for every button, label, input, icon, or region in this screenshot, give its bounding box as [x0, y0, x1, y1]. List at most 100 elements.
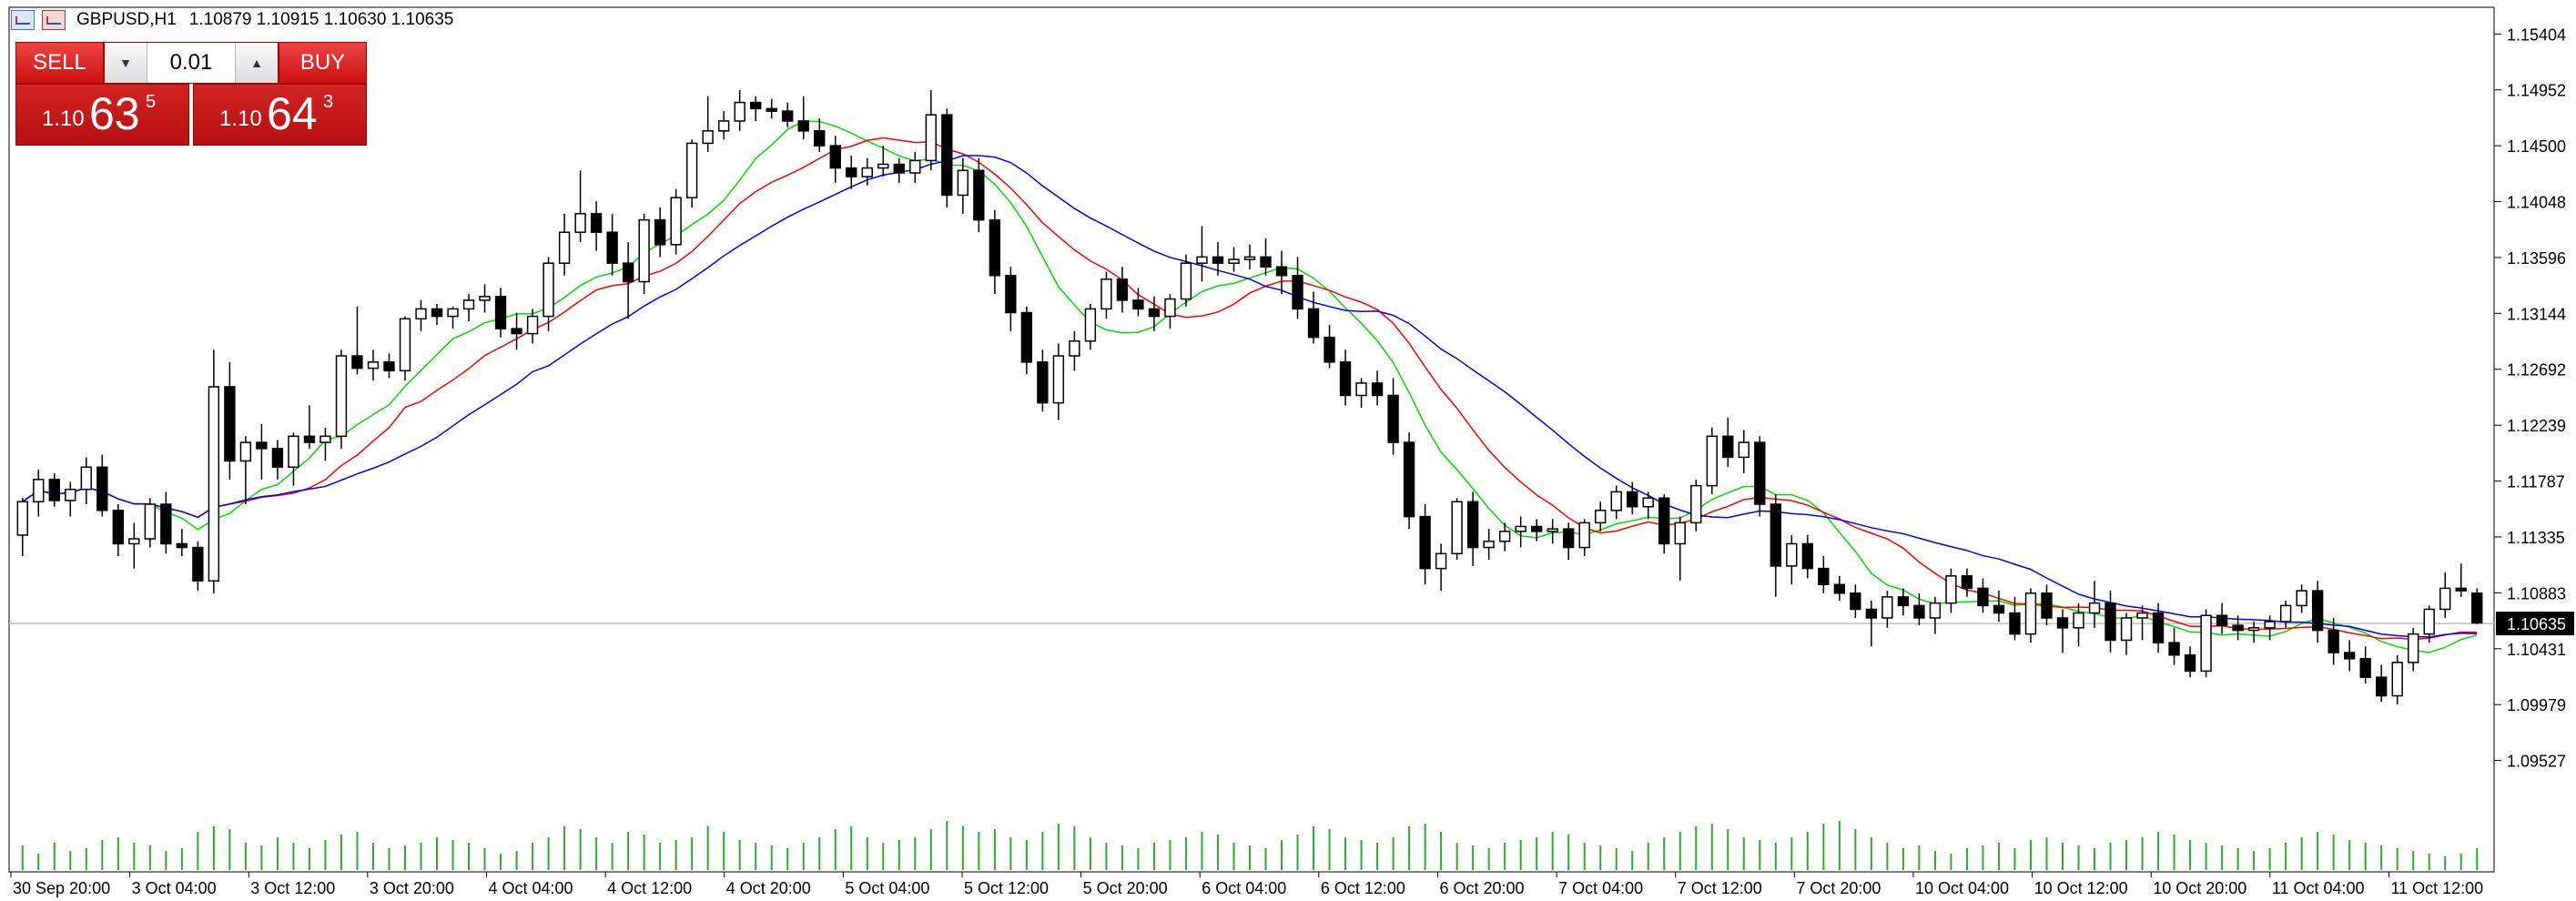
candle — [1754, 441, 1766, 505]
current-price-label: 1.10635 — [2507, 615, 2566, 633]
candle — [415, 308, 427, 320]
candle — [2024, 592, 2037, 635]
candle — [112, 510, 124, 545]
x-tick-label: 3 Oct 20:00 — [370, 879, 454, 897]
sell-price[interactable]: 1.10 63 5 — [15, 84, 189, 146]
candle — [1610, 491, 1622, 511]
candle — [1275, 266, 1288, 277]
lot-decrease-button[interactable]: ▼ — [105, 43, 147, 83]
y-tick-label: 1.11787 — [2507, 473, 2565, 491]
x-tick-label: 5 Oct 12:00 — [964, 879, 1049, 897]
candle — [16, 501, 28, 536]
moving-average-line — [22, 155, 2478, 638]
candle — [1180, 262, 1192, 300]
buy-price-prefix: 1.10 — [219, 106, 262, 131]
candle — [685, 142, 698, 198]
candle — [2264, 621, 2276, 629]
candle — [1148, 308, 1161, 318]
candle — [1132, 299, 1144, 310]
candle — [1515, 525, 1526, 532]
x-tick-label: 5 Oct 20:00 — [1083, 879, 1168, 897]
candle — [208, 386, 220, 582]
symbol-properties-icon[interactable] — [42, 10, 66, 30]
sell-price-fraction: 5 — [146, 92, 157, 112]
candle — [1451, 501, 1463, 555]
candle — [702, 130, 714, 145]
x-tick-label: 3 Oct 12:00 — [250, 879, 335, 897]
candle — [1323, 336, 1335, 363]
candle — [1690, 484, 1702, 524]
candle — [2041, 592, 2053, 619]
candle — [1961, 575, 1973, 590]
candle — [160, 503, 172, 545]
candle — [2279, 604, 2292, 623]
candle — [2376, 676, 2388, 697]
candle — [1069, 339, 1080, 357]
candle — [1084, 308, 1097, 342]
candle — [1801, 542, 1814, 570]
lot-increase-button[interactable]: ▲ — [235, 43, 278, 83]
candle — [2343, 652, 2356, 660]
candle — [2247, 627, 2260, 632]
y-tick-label: 1.13144 — [2507, 305, 2566, 323]
candle — [1595, 510, 1607, 524]
y-tick-label: 1.12692 — [2507, 361, 2566, 380]
candle — [1833, 583, 1846, 594]
candle — [1037, 361, 1049, 404]
buy-price[interactable]: 1.10 64 3 — [193, 84, 367, 146]
x-tick-label: 6 Oct 20:00 — [1439, 879, 1524, 897]
x-tick-label: 5 Oct 04:00 — [845, 879, 929, 897]
candle — [494, 296, 507, 329]
sell-button[interactable]: SELL — [15, 42, 104, 84]
candle — [2471, 592, 2483, 624]
candle — [1642, 497, 1654, 508]
candle — [1228, 258, 1240, 264]
candle — [1307, 308, 1320, 339]
x-tick-label: 6 Oct 04:00 — [1202, 879, 1286, 897]
candle — [957, 169, 969, 197]
candle — [48, 479, 60, 501]
candle — [335, 355, 348, 438]
candle — [718, 120, 730, 132]
y-tick-label: 1.14500 — [2507, 137, 2566, 156]
candle — [2439, 587, 2451, 611]
candle — [750, 101, 762, 110]
lot-size-control: ▼ 0.01 ▲ — [104, 42, 279, 84]
candle — [1339, 361, 1352, 397]
candle — [1020, 311, 1033, 363]
candle — [2152, 612, 2165, 643]
candle — [383, 361, 395, 372]
candle — [2216, 614, 2228, 626]
candle — [925, 114, 937, 162]
candle — [670, 197, 682, 246]
candle — [989, 218, 1001, 277]
candle — [590, 213, 603, 233]
candle — [1212, 256, 1224, 264]
candle — [80, 466, 92, 491]
candle — [192, 546, 204, 582]
candle — [33, 479, 45, 503]
candle — [2088, 602, 2101, 614]
candle — [144, 503, 157, 540]
lot-size-input[interactable]: 0.01 — [169, 50, 213, 75]
candle — [1530, 525, 1543, 532]
y-tick-label: 1.15404 — [2507, 25, 2566, 44]
candle — [1977, 587, 1989, 607]
candle — [526, 315, 539, 335]
candle — [2009, 612, 2021, 635]
candle — [239, 441, 252, 462]
candle — [2168, 642, 2180, 656]
x-tick-label: 4 Oct 04:00 — [488, 879, 573, 897]
candle — [271, 448, 284, 469]
candle — [303, 435, 316, 443]
chart-window-icon[interactable] — [11, 10, 35, 30]
candle — [2296, 590, 2307, 607]
candle — [224, 386, 236, 462]
candle — [558, 231, 571, 264]
candle — [2104, 602, 2116, 642]
candle — [2359, 658, 2371, 678]
y-tick-label: 1.13596 — [2507, 249, 2566, 268]
y-tick-label: 1.12239 — [2507, 417, 2566, 435]
buy-button[interactable]: BUY — [279, 42, 367, 84]
